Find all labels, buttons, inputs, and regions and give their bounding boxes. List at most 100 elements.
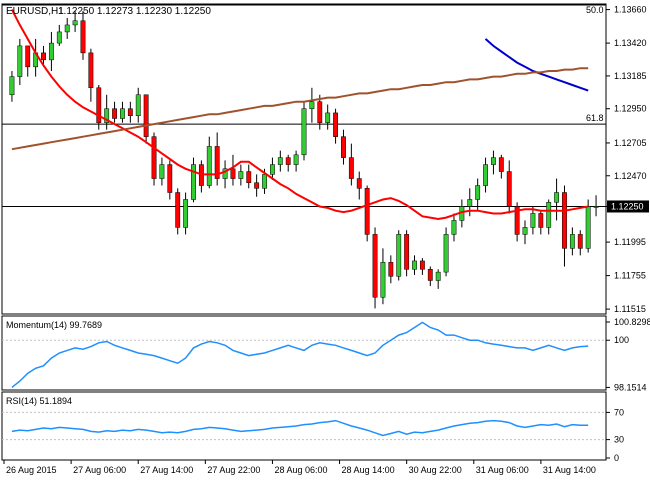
time-tick-label: 26 Aug 2015 [6, 465, 57, 475]
bull-candle [451, 220, 457, 235]
rsi-panel[interactable]: RSI(14) 51.1894 70 30 0 [2, 396, 624, 463]
bear-candle [254, 182, 260, 189]
bear-candle [577, 234, 583, 249]
time-tick-label: 27 Aug 22:00 [207, 465, 260, 475]
price-tick-label: 1.11515 [614, 304, 646, 314]
bear-candle [96, 87, 102, 123]
time-tick-label: 28 Aug 06:00 [274, 465, 327, 475]
price-tick-label: 1.11755 [614, 271, 646, 281]
rsi-tick-label: 30 [614, 435, 624, 445]
bear-candle [112, 108, 117, 119]
bull-candle [293, 154, 299, 165]
moving-averages [11, 9, 589, 221]
bear-candle [80, 20, 86, 54]
bear-candle [404, 234, 410, 270]
bull-candle [64, 24, 70, 33]
bull-candle [554, 192, 560, 203]
fast-moving-average [11, 9, 589, 221]
chart-symbol: EURUSD,H1 [6, 6, 64, 17]
bull-candle [120, 108, 125, 119]
bull-candle [56, 31, 62, 44]
price-panel[interactable]: 50.0 61.8 EURUSD,H1 1.12250 1.12273 1.122… [2, 4, 606, 309]
price-tick-label: 1.11995 [614, 237, 646, 247]
bear-candle [167, 164, 173, 193]
bear-candle [356, 178, 362, 189]
bear-candle [230, 168, 236, 179]
momentum-tick-label: 100 [614, 335, 629, 345]
bull-candle [191, 164, 196, 200]
bull-candle [301, 108, 307, 156]
bull-candle [380, 262, 386, 298]
momentum-tick-label: 98.1514 [614, 382, 647, 392]
bear-candle [317, 101, 323, 123]
time-tick-label: 27 Aug 06:00 [73, 465, 126, 475]
chart-ohlc: 1.12250 1.12273 1.12230 1.12250 [58, 6, 211, 17]
momentum-title: Momentum(14) 99.7689 [6, 320, 102, 330]
momentum-line [11, 321, 589, 388]
bull-candle [396, 234, 402, 277]
price-tick-label: 1.12470 [614, 171, 647, 181]
price-tick-label: 1.12705 [614, 138, 647, 148]
bull-candle [467, 199, 473, 207]
rsi-line [11, 419, 589, 437]
rsi-panel-frame [1, 391, 607, 461]
price-tick-label: 1.13660 [614, 5, 647, 15]
bull-candle [483, 164, 488, 186]
bear-candle [127, 108, 133, 116]
bull-candle [475, 185, 481, 200]
time-tick-label: 31 Aug 06:00 [476, 465, 529, 475]
time-tick-label: 28 Aug 14:00 [342, 465, 395, 475]
bull-candle [183, 199, 189, 228]
price-tick-label: 1.13420 [614, 38, 647, 48]
medium-moving-average [484, 38, 589, 92]
bear-candle [214, 146, 220, 179]
fib-level-label: 61.8 [586, 113, 604, 123]
bear-candle [419, 260, 425, 270]
bear-candle [41, 52, 46, 61]
bull-candle [48, 42, 54, 61]
bull-candle [546, 202, 552, 228]
bull-candle [585, 206, 591, 249]
bull-candle [135, 94, 141, 116]
bear-candle [388, 262, 394, 277]
bull-candle [412, 260, 417, 270]
bear-candle [25, 45, 31, 68]
price-tick-label: 1.12950 [614, 104, 647, 114]
bear-candle [498, 157, 504, 172]
bear-candle [372, 234, 378, 298]
bull-candle [238, 171, 244, 179]
bull-candle [104, 108, 110, 123]
bear-candle [175, 192, 181, 228]
bull-candle [443, 234, 449, 273]
bull-candle [325, 112, 331, 123]
bull-candle [270, 164, 275, 175]
bear-candle [333, 112, 338, 137]
current-price-box [607, 200, 649, 213]
bear-candle [538, 213, 544, 228]
bull-candle [262, 174, 267, 189]
momentum-panel[interactable]: Momentum(14) 99.7689 100.8298 100 98.1514 [2, 317, 650, 392]
price-axis: 1.13660 1.13420 1.13185 1.12950 1.12705 1.124… [606, 5, 649, 314]
time-tick-label: 27 Aug 14:00 [140, 465, 193, 475]
bull-candle [206, 146, 212, 186]
panel-frames [1, 3, 607, 461]
bear-candle [364, 188, 370, 235]
slow-moving-average [11, 67, 589, 151]
bear-candle [427, 269, 433, 281]
bull-candle [569, 234, 575, 249]
bull-candle [72, 20, 78, 26]
momentum-panel-frame [1, 315, 607, 391]
time-tick-label: 30 Aug 22:00 [409, 465, 462, 475]
bear-candle [506, 171, 512, 207]
price-tick-label: 1.13185 [614, 71, 647, 81]
bear-candle [348, 157, 354, 179]
bear-candle [88, 52, 94, 89]
bear-candle [151, 136, 157, 179]
rsi-tick-label: 70 [614, 407, 624, 417]
time-tick-label: 31 Aug 14:00 [543, 465, 596, 475]
bull-candle [530, 213, 536, 228]
bull-candle [522, 227, 528, 235]
bear-candle [246, 171, 252, 183]
bull-candle [277, 157, 283, 165]
